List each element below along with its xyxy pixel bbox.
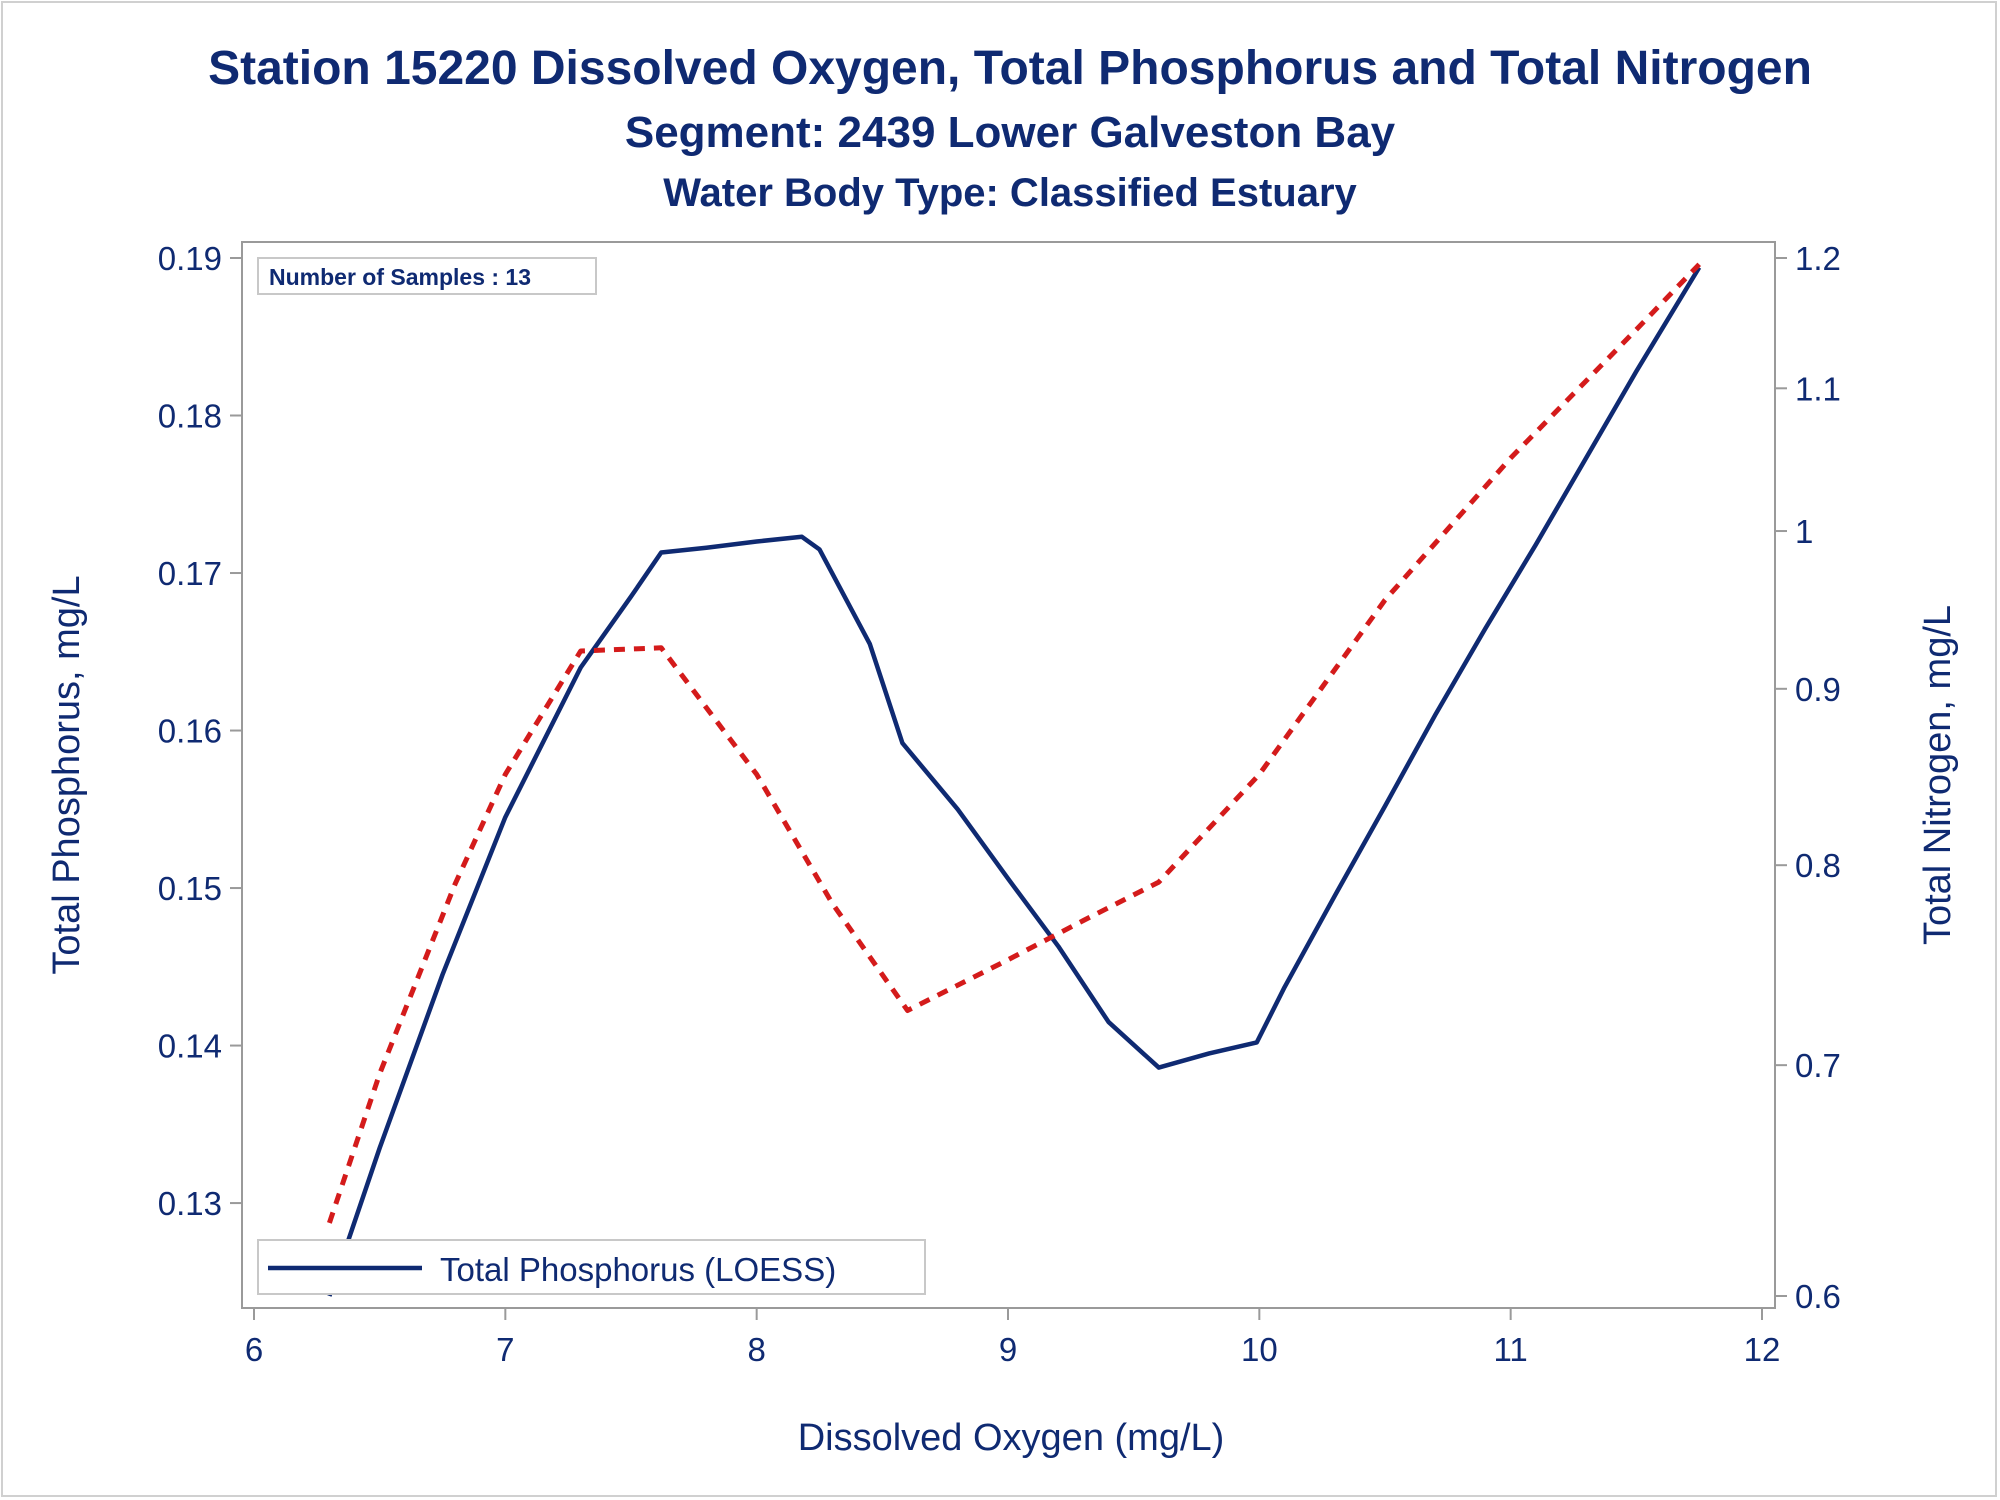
x-tick-label: 12	[1744, 1331, 1781, 1368]
y-axis-left: 0.13 0.14 0.15 0.16 0.17 0.18 0.19	[158, 240, 242, 1222]
x-tick-label: 10	[1241, 1331, 1278, 1368]
y-axis-right: 0.6 0.7 0.8 0.9 1 1.1 1.2	[1775, 240, 1841, 1315]
x-axis: 6 7 8 9 10 11 12	[245, 1308, 1781, 1368]
y-tick-label: 0.16	[158, 713, 222, 750]
y-axis-label: Total Phosphorus, mg/L	[46, 575, 88, 974]
y-tick-label: 0.19	[158, 240, 222, 277]
chart-title: Station 15220 Dissolved Oxygen, Total Ph…	[208, 42, 1812, 95]
y2-tick-label: 0.9	[1795, 671, 1841, 708]
y2-tick-label: 0.7	[1795, 1047, 1841, 1084]
x-tick-label: 7	[496, 1331, 514, 1368]
y-tick-label: 0.13	[158, 1185, 222, 1222]
y2-tick-label: 0.6	[1795, 1278, 1841, 1315]
y2-tick-label: 0.8	[1795, 847, 1841, 884]
y-tick-label: 0.15	[158, 870, 222, 907]
y2-tick-label: 1	[1795, 513, 1813, 550]
series-layer	[327, 262, 1702, 1297]
sample-count-frame	[257, 257, 597, 295]
x-tick-label: 6	[245, 1331, 263, 1368]
x-axis-label: Dissolved Oxygen (mg/L)	[798, 1417, 1225, 1459]
legend-label-phosphorus: Total Phosphorus (LOESS)	[440, 1251, 836, 1288]
legend: Total Phosphorus (LOESS)	[257, 1239, 926, 1295]
y-tick-label: 0.17	[158, 555, 222, 592]
chart-subtitle-2: Water Body Type: Classified Estuary	[663, 171, 1357, 215]
series-line-total-phosphorus	[327, 266, 1702, 1297]
sample-count-text: Number of Samples : 13	[269, 264, 531, 290]
sample-count-box: Number of Samples : 13	[257, 257, 597, 295]
y-tick-label: 0.14	[158, 1028, 222, 1065]
x-tick-label: 9	[999, 1331, 1017, 1368]
y-tick-label: 0.18	[158, 398, 222, 435]
y2-tick-label: 1.1	[1795, 370, 1841, 407]
x-tick-label: 11	[1494, 1331, 1528, 1368]
y2-axis-label: Total Nitrogen, mg/L	[1917, 605, 1959, 945]
chart-subtitle: Segment: 2439 Lower Galveston Bay	[625, 108, 1396, 157]
x-tick-label: 8	[747, 1331, 765, 1368]
series-line-total-nitrogen	[327, 262, 1702, 1224]
plot-area	[241, 241, 1776, 1309]
y2-tick-label: 1.2	[1795, 240, 1841, 277]
